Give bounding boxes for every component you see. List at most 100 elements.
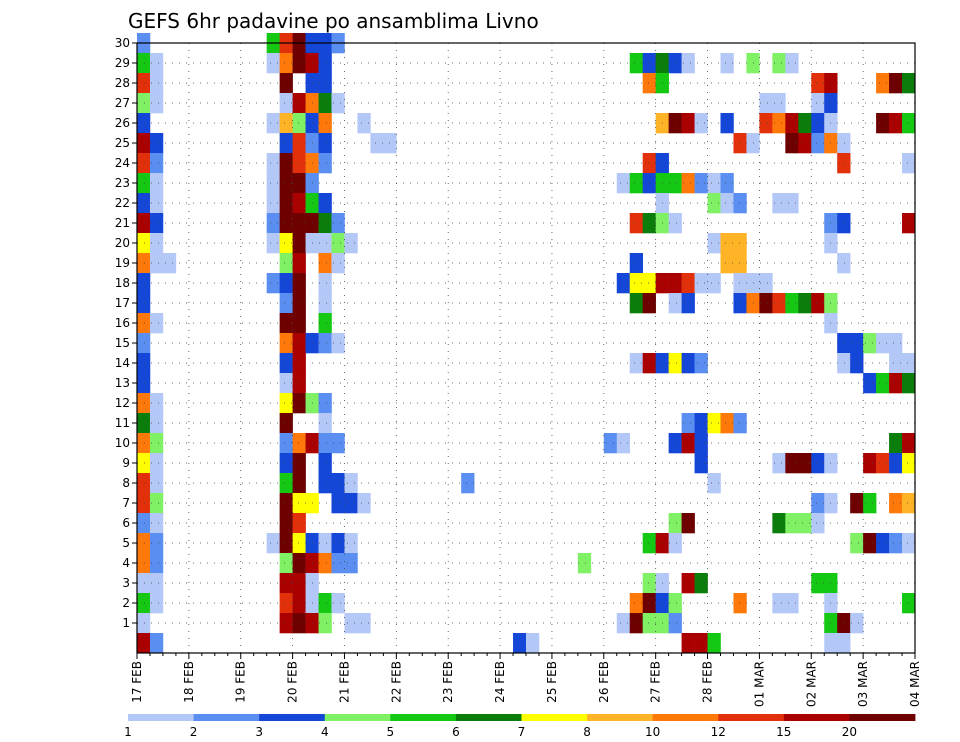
heatmap-cell: [772, 53, 786, 74]
heatmap-cell: [707, 633, 721, 654]
heatmap-cell: [149, 313, 164, 334]
heatmap-cell: [292, 613, 306, 634]
heatmap-cell: [149, 493, 164, 514]
heatmap-cell: [292, 433, 306, 454]
heatmap-cell: [279, 53, 293, 74]
heatmap-cell: [137, 373, 151, 394]
heatmap-cell: [137, 53, 151, 74]
heatmap-cell: [318, 593, 332, 614]
heatmap-cell: [266, 213, 280, 234]
y-tick-label: 9: [122, 456, 130, 470]
heatmap-cell: [577, 553, 592, 574]
heatmap-cell: [889, 113, 903, 134]
heatmap-cell: [629, 213, 643, 234]
heatmap-cell: [681, 413, 695, 434]
heatmap-cell: [266, 233, 280, 254]
heatmap-cell: [824, 633, 838, 654]
y-tick-label: 11: [115, 416, 130, 430]
heatmap-cell: [292, 373, 306, 394]
colorbar-label: 8: [583, 725, 591, 739]
heatmap-cell: [137, 353, 151, 374]
heatmap-cell: [850, 533, 864, 554]
heatmap-cell: [720, 413, 734, 434]
heatmap-cell: [837, 353, 851, 374]
x-tick-label: 24 FEB: [493, 661, 507, 703]
y-tick-label: 26: [115, 116, 130, 130]
heatmap-cell: [668, 113, 682, 134]
colorbar-swatch: [455, 714, 522, 721]
heatmap-cell: [318, 473, 332, 494]
heatmap-cell: [137, 173, 151, 194]
heatmap-cell: [681, 513, 695, 534]
heatmap-cell: [331, 213, 345, 234]
heatmap-cell: [629, 173, 643, 194]
heatmap-cell: [137, 513, 151, 534]
heatmap-cell: [772, 453, 786, 474]
colorbar-swatch: [193, 714, 260, 721]
heatmap-cell: [772, 193, 786, 214]
heatmap-cell: [344, 553, 358, 574]
y-tick-label: 21: [115, 216, 130, 230]
heatmap-cell: [772, 593, 786, 614]
heatmap-cell: [279, 593, 293, 614]
heatmap-cell: [149, 233, 164, 254]
heatmap-cell: [863, 533, 877, 554]
colorbar-label: 20: [842, 725, 857, 739]
y-tick-label: 14: [115, 356, 130, 370]
heatmap-cell: [292, 133, 306, 154]
heatmap-cell: [837, 333, 851, 354]
heatmap-cell: [137, 533, 151, 554]
heatmap-cell: [279, 293, 293, 314]
heatmap-cell: [279, 413, 293, 434]
y-tick-label: 13: [115, 376, 130, 390]
heatmap-cell: [137, 453, 151, 474]
heatmap-cell: [318, 53, 332, 74]
x-tick-label: 01 MAR: [752, 661, 766, 707]
heatmap-cell: [642, 573, 656, 594]
heatmap-cell: [720, 233, 734, 254]
heatmap-cell: [863, 453, 877, 474]
heatmap-cell: [850, 493, 864, 514]
heatmap-cell: [785, 53, 799, 74]
heatmap-cell: [733, 273, 747, 294]
colorbar-label: 12: [711, 725, 726, 739]
y-tick-label: 1: [122, 616, 130, 630]
colorbar-swatch: [718, 714, 785, 721]
heatmap-cell: [733, 193, 747, 214]
heatmap-cell: [279, 333, 293, 354]
heatmap-cell: [772, 113, 786, 134]
heatmap-cell: [694, 173, 708, 194]
heatmap-cell: [137, 333, 151, 354]
x-tick-label: 26 FEB: [597, 661, 611, 703]
y-tick-label: 25: [115, 136, 130, 150]
heatmap-cell: [759, 113, 773, 134]
heatmap-cell: [772, 93, 786, 114]
colorbar-swatch: [324, 714, 391, 721]
heatmap-cell: [266, 113, 280, 134]
heatmap-cell: [798, 133, 812, 154]
heatmap-cell: [707, 173, 721, 194]
heatmap-cell: [318, 133, 332, 154]
heatmap-cell: [616, 273, 631, 294]
y-tick-label: 12: [115, 396, 130, 410]
y-tick-label: 8: [122, 476, 130, 490]
heatmap-cell: [292, 593, 306, 614]
heatmap-cell: [707, 233, 721, 254]
heatmap-cell: [149, 213, 164, 234]
heatmap-cell: [707, 193, 721, 214]
heatmap-cell: [785, 133, 799, 154]
heatmap-cell: [331, 533, 345, 554]
heatmap-cell: [279, 353, 293, 374]
heatmap-cell: [149, 53, 164, 74]
y-tick-label: 29: [115, 56, 130, 70]
heatmap-cell: [707, 273, 721, 294]
heatmap-cell: [137, 413, 151, 434]
heatmap-cell: [292, 113, 306, 134]
heatmap-cell: [889, 333, 903, 354]
heatmap-cell: [357, 613, 371, 634]
heatmap-cell: [292, 93, 306, 114]
heatmap-cell: [798, 293, 812, 314]
heatmap-cell: [137, 433, 151, 454]
heatmap-cell: [785, 193, 799, 214]
heatmap-cell: [279, 113, 293, 134]
